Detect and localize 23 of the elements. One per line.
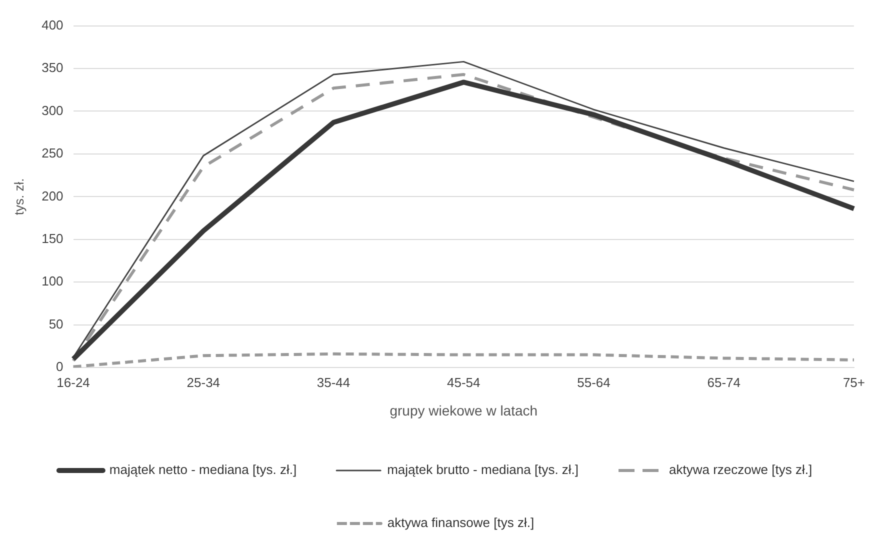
y-tick-label: 250: [42, 146, 64, 161]
y-tick-label: 100: [42, 274, 64, 289]
legend-label: aktywa finansowe [tys zł.]: [387, 515, 534, 530]
x-tick-label: 16-24: [56, 374, 90, 390]
y-tick-label: 50: [48, 316, 64, 332]
x-tick-label: 75+: [842, 374, 866, 390]
x-tick-label: 35-44: [316, 374, 350, 390]
y-tick-label: 0: [56, 359, 64, 374]
y-tick-label: 200: [42, 188, 64, 204]
x-tick-label: 65-74: [707, 374, 740, 390]
y-tick-label: 350: [42, 60, 64, 76]
x-axis-title: grupy wiekowe w latach: [390, 402, 538, 418]
x-tick-label: 55-64: [577, 374, 610, 390]
x-tick-label: 45-54: [447, 374, 480, 390]
y-axis-title: tys. zł.: [11, 178, 26, 216]
y-tick-label: 400: [42, 17, 64, 32]
line-series: [72, 352, 856, 368]
y-tick-label: 300: [42, 102, 64, 118]
legend-label: majątek netto - mediana [tys. zł.]: [109, 462, 297, 478]
y-tick-label: 150: [42, 231, 64, 246]
x-tick-label: 25-34: [186, 374, 220, 390]
legend-label: aktywa rzeczowe [tys zł.]: [669, 462, 812, 478]
legend-label: majątek brutto - mediana [tys. zł.]: [387, 462, 579, 478]
